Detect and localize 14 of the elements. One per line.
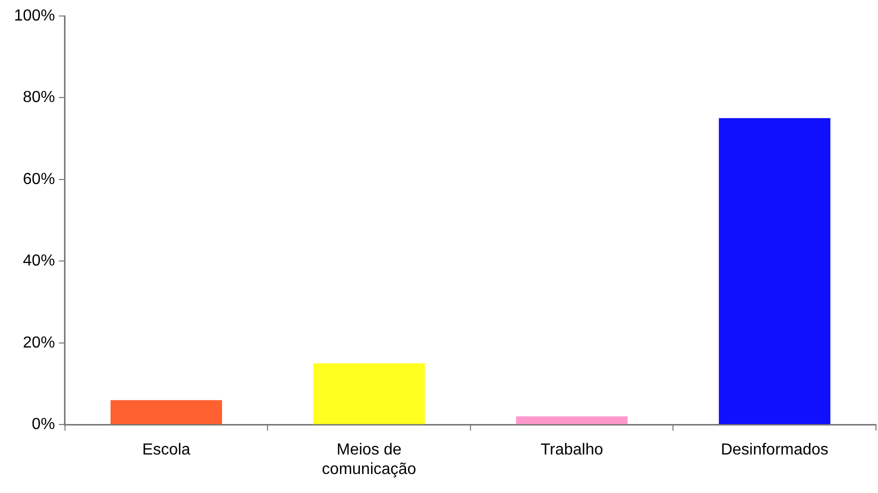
bar [110, 400, 222, 424]
x-tick-label: Desinformados [720, 442, 828, 459]
y-tick-label: 60% [22, 170, 55, 188]
bar [516, 416, 628, 424]
bar [718, 118, 830, 424]
y-tick-label: 0% [32, 416, 55, 434]
bar [313, 363, 425, 424]
x-tick-label: Trabalho [540, 442, 604, 459]
y-tick-label: 80% [22, 89, 55, 106]
y-tick-label: 40% [22, 252, 55, 270]
x-tick-label: Escola [142, 442, 190, 459]
y-tick-label: 20% [22, 334, 55, 352]
y-tick-label: 100% [14, 7, 55, 24]
x-tick-label: Meios de comunicação [322, 442, 416, 478]
